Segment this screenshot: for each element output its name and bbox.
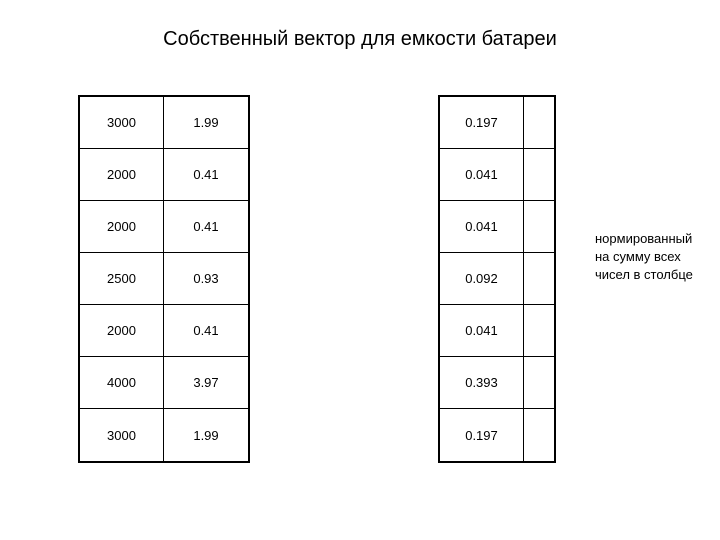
cell-empty xyxy=(524,357,554,409)
cell-empty xyxy=(524,201,554,253)
table-row: 0.041 xyxy=(440,149,554,201)
cell-value: 0.41 xyxy=(164,201,248,253)
table-eigenvector: 3000 1.99 2000 0.41 2000 0.41 2500 0.93 … xyxy=(78,95,250,463)
cell-value: 0.93 xyxy=(164,253,248,305)
cell-empty xyxy=(524,97,554,149)
cell-capacity: 2000 xyxy=(80,305,164,357)
cell-capacity: 2000 xyxy=(80,149,164,201)
table-row: 2500 0.93 xyxy=(80,253,248,305)
table-row: 4000 3.97 xyxy=(80,357,248,409)
table-row: 2000 0.41 xyxy=(80,201,248,253)
table-row: 3000 1.99 xyxy=(80,409,248,461)
cell-value: 3.97 xyxy=(164,357,248,409)
note-line: чисел в столбце xyxy=(595,266,715,284)
cell-empty xyxy=(524,305,554,357)
cell-capacity: 2000 xyxy=(80,201,164,253)
cell-value: 0.41 xyxy=(164,149,248,201)
cell-empty xyxy=(524,149,554,201)
cell-capacity: 4000 xyxy=(80,357,164,409)
cell-value: 1.99 xyxy=(164,97,248,149)
note-text: нормированный на сумму всех чисел в стол… xyxy=(595,230,715,285)
cell-capacity: 2500 xyxy=(80,253,164,305)
cell-normalized: 0.092 xyxy=(440,253,524,305)
page-title: Собственный вектор для емкости батареи xyxy=(0,28,720,51)
cell-normalized: 0.041 xyxy=(440,201,524,253)
note-line: на сумму всех xyxy=(595,248,715,266)
table-row: 0.041 xyxy=(440,305,554,357)
table-normalized: 0.197 0.041 0.041 0.092 0.041 0.393 0.19… xyxy=(438,95,556,463)
cell-normalized: 0.041 xyxy=(440,149,524,201)
cell-capacity: 3000 xyxy=(80,97,164,149)
cell-value: 1.99 xyxy=(164,409,248,461)
table-row: 2000 0.41 xyxy=(80,149,248,201)
cell-normalized: 0.197 xyxy=(440,409,524,461)
cell-empty xyxy=(524,253,554,305)
table-row: 0.393 xyxy=(440,357,554,409)
cell-value: 0.41 xyxy=(164,305,248,357)
cell-empty xyxy=(524,409,554,461)
cell-capacity: 3000 xyxy=(80,409,164,461)
table-row: 0.041 xyxy=(440,201,554,253)
table-row: 0.197 xyxy=(440,97,554,149)
table-row: 2000 0.41 xyxy=(80,305,248,357)
table-row: 0.197 xyxy=(440,409,554,461)
cell-normalized: 0.393 xyxy=(440,357,524,409)
cell-normalized: 0.197 xyxy=(440,97,524,149)
table-row: 3000 1.99 xyxy=(80,97,248,149)
cell-normalized: 0.041 xyxy=(440,305,524,357)
table-row: 0.092 xyxy=(440,253,554,305)
note-line: нормированный xyxy=(595,230,715,248)
